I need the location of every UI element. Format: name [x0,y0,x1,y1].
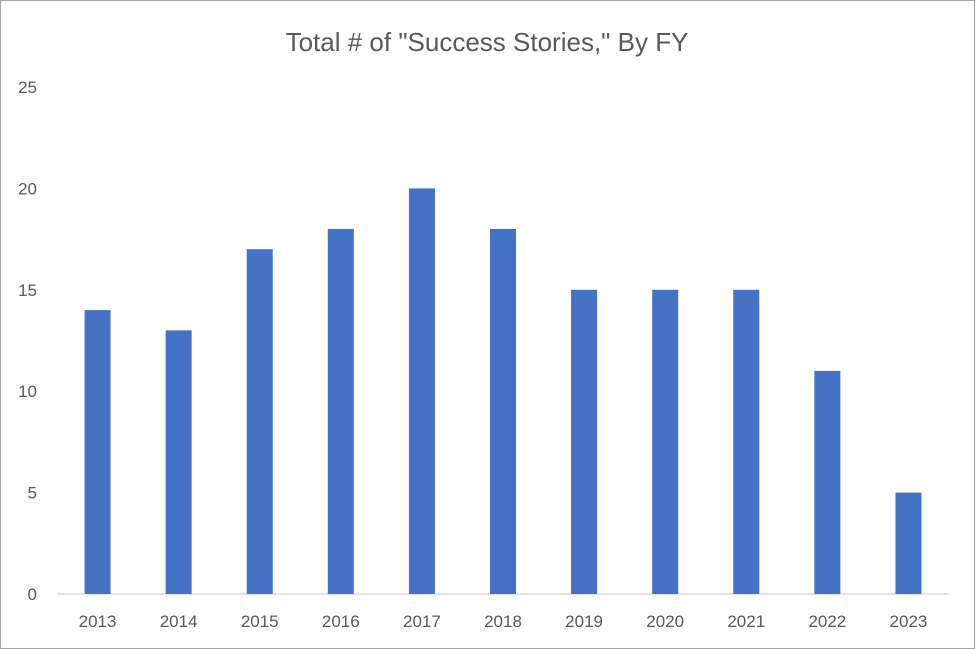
bar [408,188,435,594]
y-tick-label: 10 [18,382,37,401]
bar [327,228,354,594]
bar [895,492,922,594]
x-tick-label: 2023 [890,612,928,631]
y-tick-label: 20 [18,179,37,198]
bar [490,228,516,594]
bar [733,289,760,594]
y-axis-tick-labels: 0 5 10 15 20 25 [18,78,37,604]
chart-title: Total # of "Success Stories," By FY [286,27,689,57]
y-tick-label: 15 [18,281,37,300]
x-tick-label: 2021 [727,612,765,631]
x-tick-label: 2022 [808,612,846,631]
x-tick-label: 2016 [322,612,360,631]
x-tick-label: 2020 [646,612,684,631]
x-tick-label: 2018 [484,612,522,631]
bar [84,310,111,594]
x-tick-label: 2017 [403,612,441,631]
x-tick-label: 2014 [160,612,198,631]
x-tick-label: 2019 [565,612,603,631]
x-tick-label: 2015 [241,612,279,631]
bars [84,188,922,595]
bar [165,330,192,594]
y-tick-label: 25 [18,78,37,97]
bar [814,370,841,594]
bar [652,289,679,594]
y-tick-label: 5 [28,484,37,503]
bar [246,249,273,595]
x-tick-label: 2013 [79,612,117,631]
x-axis-tick-labels: 2013 2014 2015 2016 2017 2018 2019 2020 2021 2022… [79,612,928,631]
y-tick-label: 0 [28,585,37,604]
bar [571,289,598,594]
